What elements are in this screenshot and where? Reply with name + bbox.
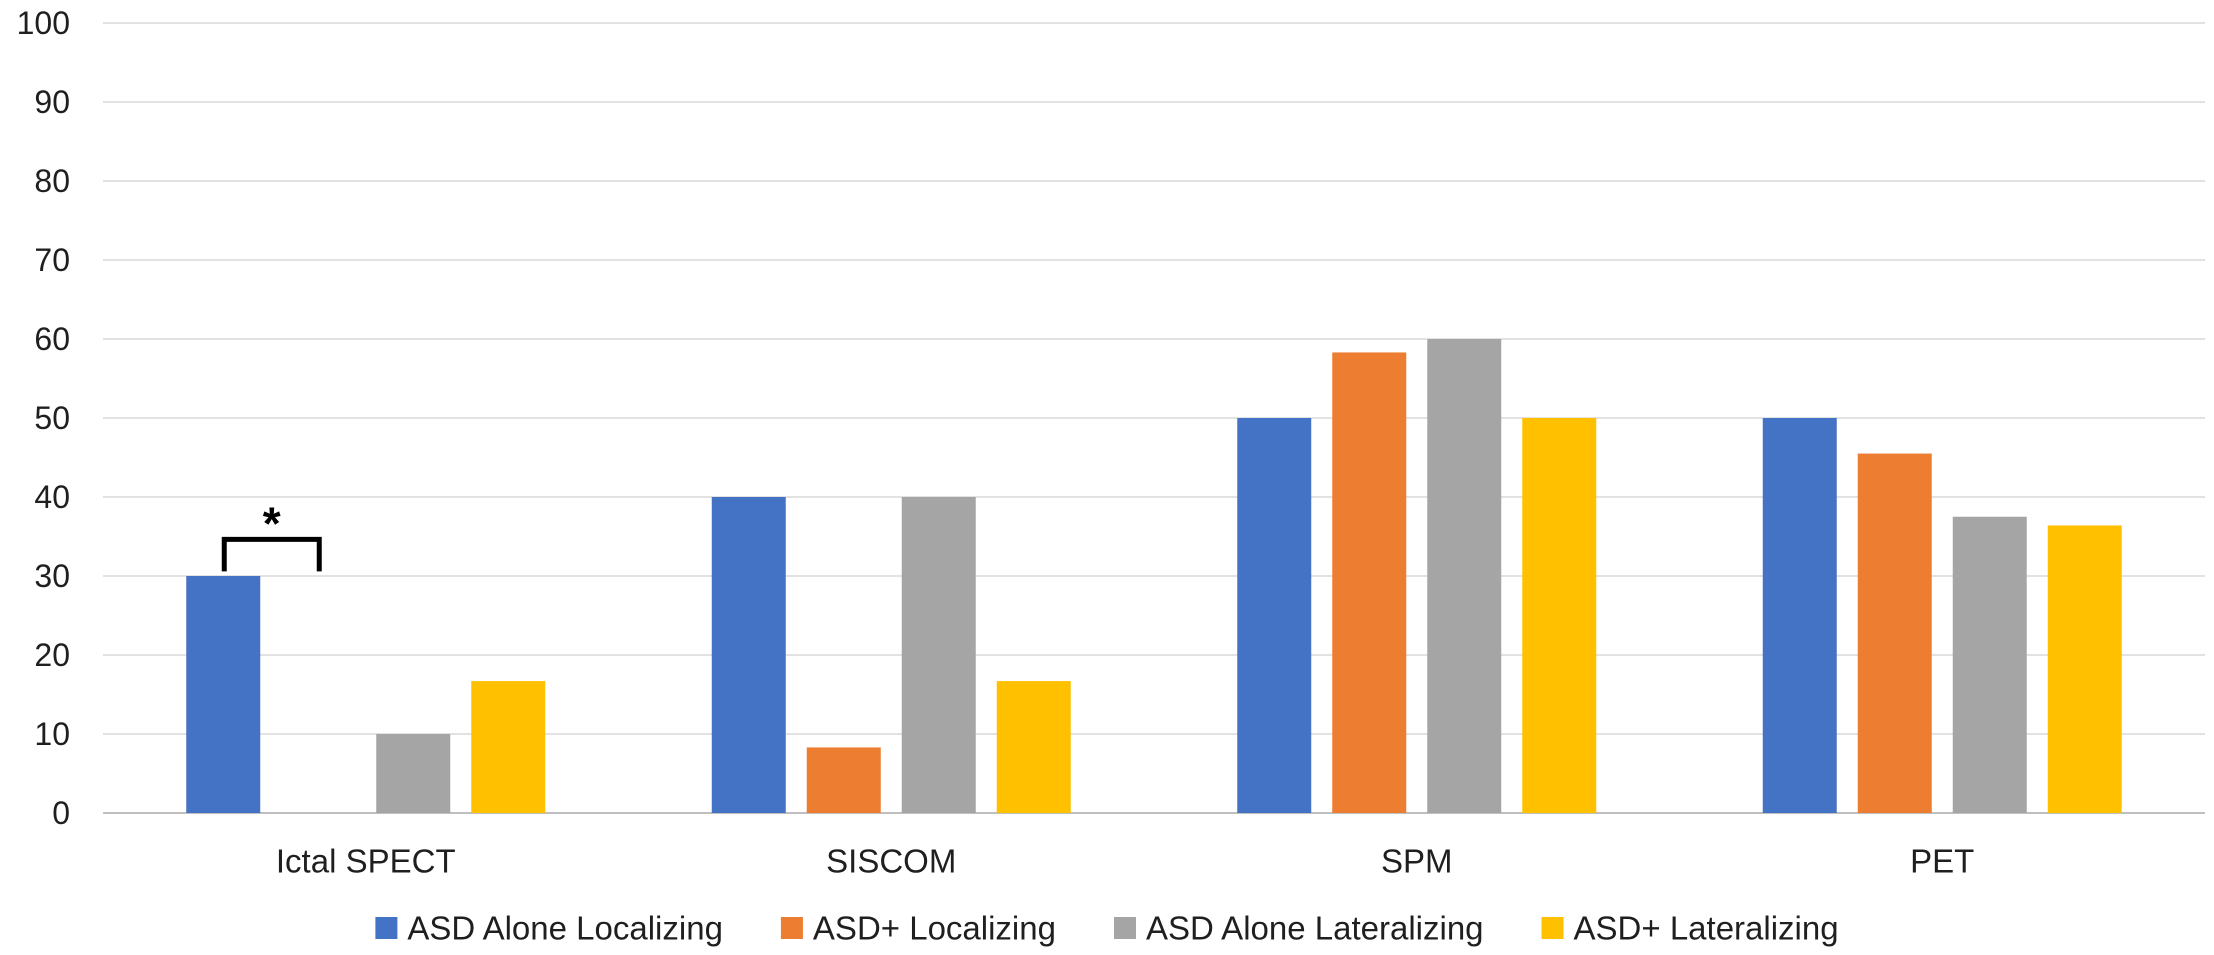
y-axis-tick-labels: 0 10 20 30 40 50 60 70 80 90 100: [17, 5, 70, 831]
legend-swatch: [375, 917, 398, 939]
y-tick-label: 70: [34, 242, 70, 278]
significance-bracket: [221, 536, 322, 572]
bar-asd-localizing-siscom: [806, 747, 881, 813]
bar-asd-lateralizing-ictal-spect: [471, 681, 546, 813]
bar-asd-alone-localizing-spm: [1237, 418, 1312, 813]
x-category-label: PET: [1910, 843, 1974, 880]
y-tick-label: 0: [52, 795, 70, 831]
legend-swatch: [780, 917, 803, 939]
x-axis-category-labels: Ictal SPECT SISCOM SPM PET: [276, 843, 1974, 880]
bar-asd-localizing-pet: [1857, 453, 1932, 813]
legend-label: ASD Alone Lateralizing: [1146, 910, 1484, 947]
legend-item: ASD Alone Localizing: [375, 910, 723, 947]
significance-annotation: *: [221, 497, 322, 572]
y-tick-label: 40: [34, 479, 70, 515]
y-tick-label: 30: [34, 558, 70, 594]
legend-label: ASD+ Lateralizing: [1574, 910, 1839, 947]
bar-asd-lateralizing-spm: [1522, 418, 1597, 813]
legend: ASD Alone Localizing ASD+ Localizing ASD A…: [375, 910, 1839, 947]
y-tick-label: 10: [34, 716, 70, 752]
legend-item: ASD Alone Lateralizing: [1113, 910, 1484, 947]
bar-asd-alone-localizing-ictal-spect: [186, 576, 261, 813]
bar-asd-alone-localizing-siscom: [711, 497, 786, 813]
legend-swatch: [1113, 917, 1136, 939]
legend-label: ASD Alone Localizing: [407, 910, 723, 947]
y-tick-label: 60: [34, 321, 70, 357]
bar-asd-lateralizing-siscom: [996, 681, 1071, 813]
bar-asd-alone-lateralizing-pet: [1952, 516, 2027, 813]
bars: [186, 339, 2122, 813]
gridlines: [103, 22, 2205, 814]
bar-asd-alone-lateralizing-spm: [1427, 339, 1502, 813]
bar-asd-alone-localizing-pet: [1762, 418, 1837, 813]
bar-asd-alone-lateralizing-siscom: [901, 497, 976, 813]
legend-item: ASD+ Lateralizing: [1541, 910, 1839, 947]
legend-swatch: [1541, 917, 1564, 939]
bar-asd-lateralizing-pet: [2047, 525, 2122, 813]
y-tick-label: 20: [34, 637, 70, 673]
bar-asd-alone-lateralizing-ictal-spect: [376, 734, 451, 813]
x-category-label: SPM: [1381, 843, 1453, 880]
legend-label: ASD+ Localizing: [813, 910, 1056, 947]
y-tick-label: 100: [17, 5, 70, 41]
x-category-label: SISCOM: [826, 843, 956, 880]
significance-asterisk: *: [263, 497, 281, 549]
legend-item: ASD+ Localizing: [780, 910, 1056, 947]
x-category-label: Ictal SPECT: [276, 843, 456, 880]
y-tick-label: 90: [34, 84, 70, 120]
y-tick-label: 80: [34, 163, 70, 199]
bar-asd-localizing-spm: [1332, 352, 1407, 813]
y-tick-label: 50: [34, 400, 70, 436]
